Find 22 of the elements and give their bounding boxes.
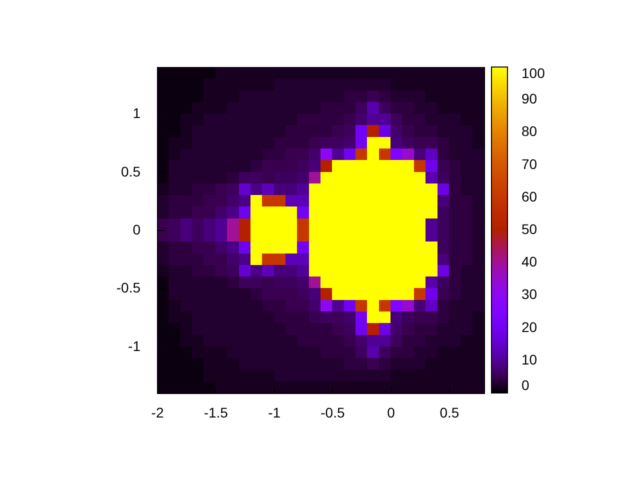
- y-tick-label: -0.5: [116, 280, 141, 296]
- x-tick-label: -1.5: [204, 404, 228, 420]
- color-bar-label: 100: [522, 65, 546, 81]
- color-bar-label: 0: [522, 377, 530, 393]
- color-bar-label: 60: [522, 188, 538, 204]
- x-tick-label: -1: [268, 404, 281, 420]
- color-bar-label: 80: [522, 123, 538, 140]
- color-bar-label: 50: [522, 221, 538, 237]
- color-bar-label: 40: [522, 254, 538, 270]
- y-tick-label: 1: [132, 105, 141, 122]
- color-bar-label: 20: [522, 318, 538, 335]
- y-tick-label: 0.5: [121, 163, 141, 180]
- x-tick-label: -2: [151, 404, 164, 420]
- x-tick-label: 0.5: [440, 404, 460, 420]
- color-bar-label: 70: [522, 156, 538, 172]
- color-bar-label: 90: [522, 90, 538, 107]
- y-tick-label: 0: [132, 222, 141, 238]
- x-tick-label: -0.5: [320, 404, 345, 420]
- color-bar-label: 10: [522, 351, 538, 368]
- x-tick-label: 0: [387, 404, 396, 420]
- y-tick-label: -1: [128, 338, 141, 354]
- color-bar-label: 30: [522, 286, 538, 302]
